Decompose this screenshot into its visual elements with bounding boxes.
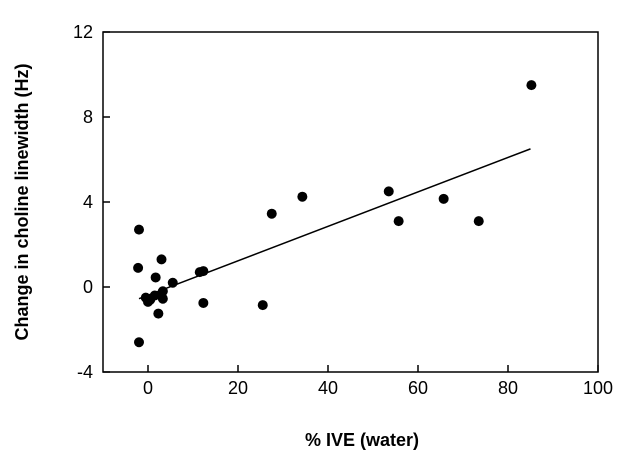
data-point bbox=[150, 272, 161, 283]
data-point bbox=[167, 277, 178, 288]
plot-frame bbox=[102, 31, 599, 373]
y-tick-label: 4 bbox=[83, 192, 93, 212]
x-tick-label: 60 bbox=[408, 378, 428, 398]
data-point bbox=[134, 337, 144, 348]
data-point bbox=[383, 186, 394, 197]
data-point bbox=[438, 193, 449, 204]
data-point bbox=[156, 254, 167, 265]
x-tick-label: 20 bbox=[228, 378, 248, 398]
data-point bbox=[157, 286, 168, 297]
data-point bbox=[157, 293, 168, 304]
x-tick-label: 80 bbox=[498, 378, 518, 398]
data-point bbox=[266, 208, 277, 219]
data-point bbox=[149, 290, 160, 301]
y-tick-label: 12 bbox=[73, 22, 93, 42]
x-tick-label: 100 bbox=[583, 378, 613, 398]
y-tick-label: -4 bbox=[77, 362, 93, 382]
y-tick-label: 8 bbox=[83, 107, 93, 127]
data-point bbox=[297, 191, 308, 202]
data-point bbox=[198, 266, 209, 277]
x-tick-label: 40 bbox=[318, 378, 338, 398]
data-point bbox=[473, 216, 484, 227]
data-point bbox=[133, 262, 144, 273]
data-point bbox=[526, 80, 537, 91]
data-point bbox=[153, 308, 164, 319]
y-axis-title: Change in choline linewidth (Hz) bbox=[12, 63, 32, 340]
data-point bbox=[134, 224, 144, 235]
x-axis-title: % IVE (water) bbox=[305, 430, 419, 450]
x-tick-label: 0 bbox=[143, 378, 153, 398]
data-point bbox=[198, 297, 209, 308]
data-points bbox=[133, 80, 537, 348]
y-tick-label: 0 bbox=[83, 277, 93, 297]
axes: -4 0 4 8 12 0 20 40 60 80 100 bbox=[73, 22, 613, 398]
data-point bbox=[393, 216, 404, 227]
data-point bbox=[257, 300, 268, 311]
